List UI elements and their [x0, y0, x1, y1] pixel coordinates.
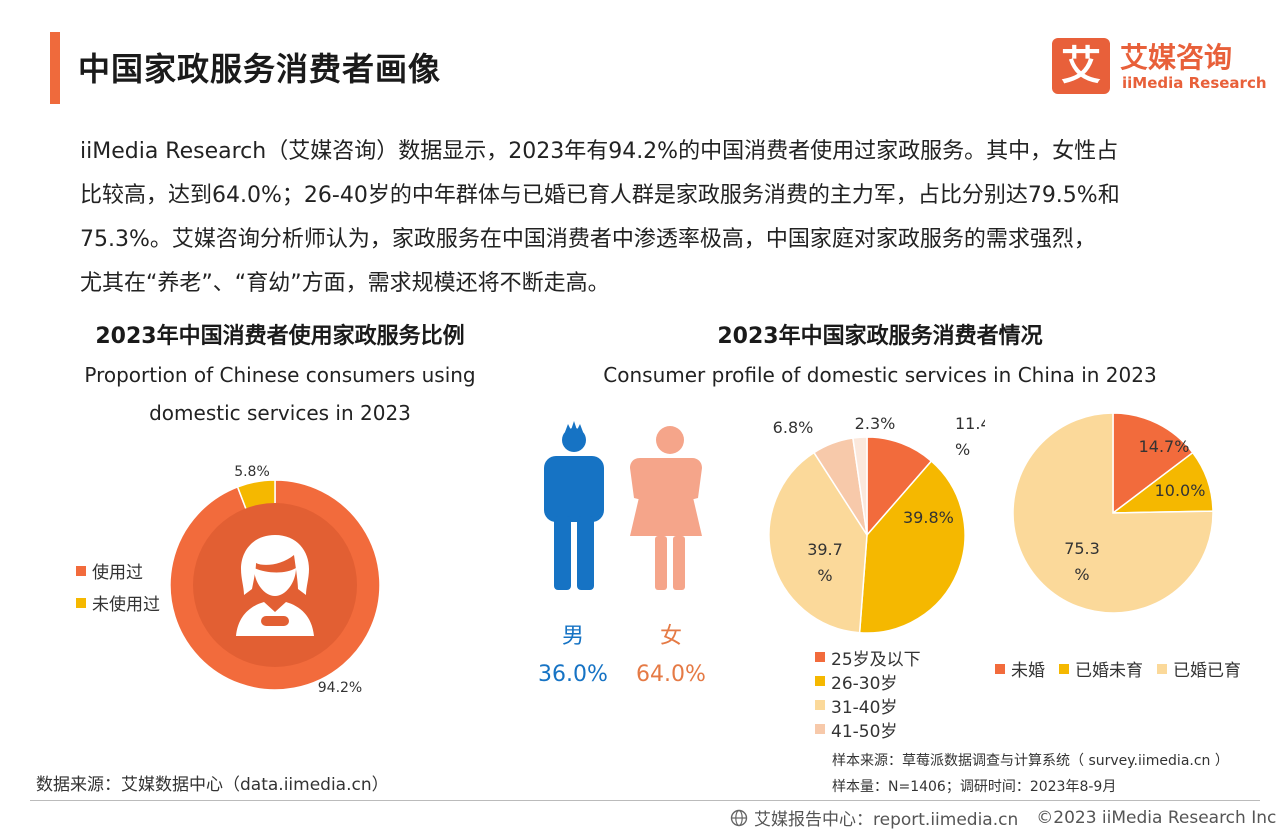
- legend-label: 26-30岁: [831, 673, 898, 694]
- legend-label: 未使用过: [92, 595, 160, 615]
- legend-label: 41-50岁: [831, 721, 898, 742]
- legend-age-25-under: 25岁及以下: [815, 645, 921, 670]
- age-pie-slice: [852, 436, 868, 536]
- age-pie-data-label: 6.8%: [773, 418, 814, 437]
- legend-unmarried: 未婚: [995, 656, 1045, 681]
- sample-source-note: 样本来源：草莓派数据调查与计算系统（ survey.iimedia.cn ）: [832, 753, 1229, 769]
- legend-swatch: [76, 565, 86, 576]
- footer: 艾媒报告中心：report.iimedia.cn ©2023 iiMedia R…: [730, 805, 1276, 830]
- legend-swatch: [76, 597, 86, 608]
- legend-swatch: [815, 724, 825, 734]
- age-pie-data-label: 39.7: [807, 540, 843, 559]
- left-section-subtitle: Proportion of Chinese consumers using do…: [40, 356, 520, 432]
- legend-label: 25岁及以下: [831, 649, 921, 670]
- legend-label: 未婚: [1011, 661, 1045, 681]
- female-percentage: 64.0%: [636, 662, 706, 687]
- legend-age-31-40: 31-40岁: [815, 693, 921, 718]
- age-pie-slice: [858, 460, 966, 634]
- legend-swatch: [1059, 663, 1069, 674]
- logo-cn-text: 艾媒咨询: [1120, 41, 1233, 74]
- donut-data-label: 5.8%: [234, 464, 270, 480]
- intro-line: 比较高，达到64.0%；26-40岁的中年群体与已婚已育人群是家政服务消费的主力…: [80, 183, 1120, 208]
- legend-used: 使用过: [76, 558, 143, 583]
- male-percentage: 36.0%: [538, 662, 608, 687]
- legend-label: 使用过: [92, 563, 143, 583]
- age-legend: 25岁及以下 26-30岁 31-40岁 41-50岁: [815, 645, 921, 742]
- male-figure-icon: [544, 421, 604, 590]
- footer-report-center: 艾媒报告中心：report.iimedia.cn: [754, 810, 1019, 830]
- marital-pie-slice: [1012, 412, 1214, 614]
- legend-label: 31-40岁: [831, 697, 898, 718]
- legend-label: 已婚未育: [1075, 661, 1143, 681]
- sample-size-note: 样本量：N=1406；调研时间：2023年8-9月: [832, 779, 1117, 795]
- marital-legend: 未婚 已婚未育 已婚已育: [995, 656, 1241, 681]
- marital-pie-data-label: 10.0%: [1155, 481, 1206, 500]
- age-pie-data-label: %: [955, 440, 970, 459]
- legend-swatch: [995, 663, 1005, 674]
- age-pie-data-label: 2.3%: [855, 414, 896, 433]
- left-subtitle-line2: domestic services in 2023: [149, 401, 411, 425]
- legend-label: 已婚已育: [1173, 661, 1241, 681]
- age-pie-slice: [866, 436, 933, 538]
- intro-line: 尤其在“养老”、“育幼”方面，需求规模还将不断走高。: [80, 271, 610, 296]
- marital-pie-slice: [1112, 412, 1194, 515]
- data-source: 数据来源：艾媒数据中心（data.iimedia.cn）: [36, 775, 389, 795]
- age-pie-chart: 11.4% 39.8% 39.7% 6.8% 2.3%: [768, 414, 985, 634]
- legend-married-with-children: 已婚已育: [1157, 656, 1241, 681]
- left-subtitle-line1: Proportion of Chinese consumers using: [84, 363, 476, 387]
- footer-copyright: ©2023 iiMedia Research Inc: [1036, 807, 1277, 828]
- male-label: 男: [561, 624, 584, 649]
- female-label: 女: [659, 624, 682, 649]
- marital-pie-data-label: 14.7%: [1139, 437, 1190, 456]
- marital-pie-chart: 14.7% 10.0% 75.3%: [1012, 412, 1214, 614]
- footer-divider: [30, 800, 1260, 801]
- legend-not-used: 未使用过: [76, 590, 160, 615]
- legend-swatch: [815, 700, 825, 710]
- legend-swatch: [1157, 663, 1167, 674]
- right-section-subtitle: Consumer profile of domestic services in…: [603, 363, 1157, 387]
- logo-icon: 艾: [1052, 38, 1110, 94]
- logo-en-text: iiMedia Research: [1122, 74, 1267, 92]
- person-avatar-icon: [236, 535, 314, 636]
- legend-swatch: [815, 652, 825, 662]
- age-pie-data-label: %: [817, 566, 832, 585]
- legend-age-41-50: 41-50岁: [815, 717, 921, 742]
- marital-pie-data-label: 75.3: [1064, 539, 1100, 558]
- gender-pictogram: [544, 421, 702, 590]
- left-section-title: 2023年中国消费者使用家政服务比例: [95, 324, 465, 349]
- usage-donut-chart: 94.2% 5.8%: [169, 464, 381, 696]
- title-accent-bar: [50, 32, 60, 104]
- legend-married-no-children: 已婚未育: [1059, 656, 1143, 681]
- legend-age-26-30: 26-30岁: [815, 669, 921, 694]
- intro-line: 75.3%。艾媒咨询分析师认为，家政服务在中国消费者中渗透率极高，中国家庭对家政…: [80, 227, 1096, 252]
- page-title: 中国家政服务消费者画像: [78, 50, 442, 88]
- intro-paragraph: iiMedia Research（艾媒咨询）数据显示，2023年有94.2%的中…: [80, 130, 1220, 306]
- right-section-title: 2023年中国家政服务消费者情况: [717, 324, 1043, 349]
- donut-data-label: 94.2%: [318, 680, 362, 696]
- intro-line: iiMedia Research（艾媒咨询）数据显示，2023年有94.2%的中…: [80, 139, 1119, 164]
- legend-swatch: [815, 676, 825, 686]
- globe-icon: [730, 809, 748, 826]
- age-pie-data-label: 39.8%: [903, 508, 954, 527]
- age-pie-data-label: 11.4: [955, 414, 985, 433]
- marital-pie-data-label: %: [1074, 565, 1089, 584]
- female-figure-icon: [630, 426, 702, 590]
